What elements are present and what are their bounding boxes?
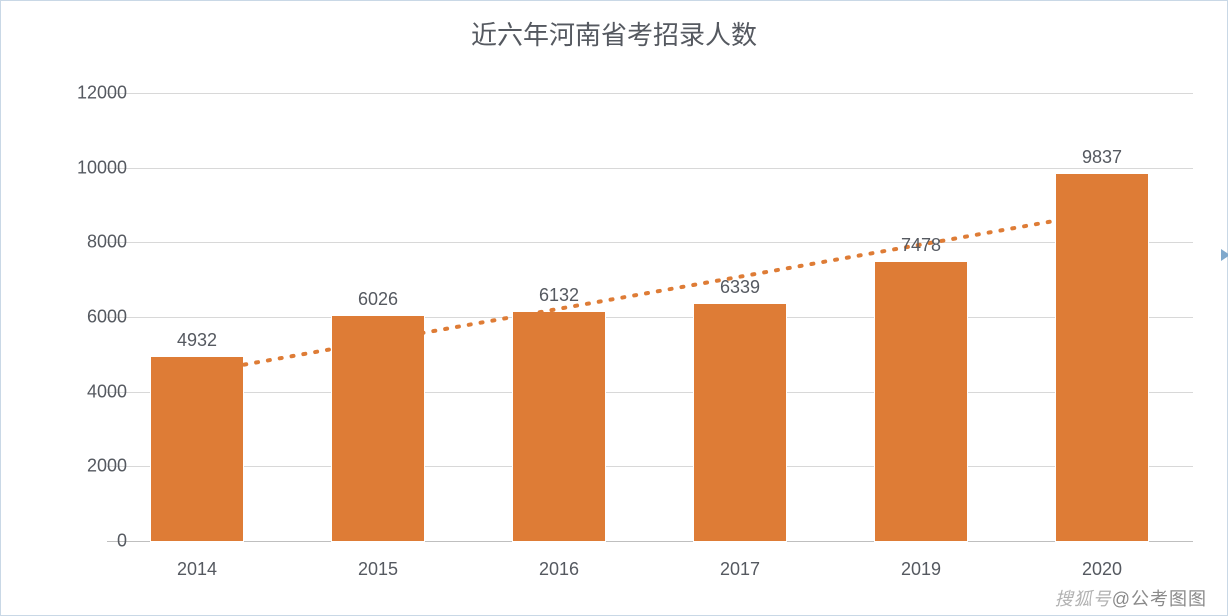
bar [694,304,786,541]
bar [513,312,605,541]
data-label: 7478 [901,235,941,256]
x-axis-tick-label: 2015 [358,559,398,580]
gridline [107,541,1193,542]
x-axis-tick-label: 2019 [901,559,941,580]
data-label: 4932 [177,330,217,351]
chart-frame: 近六年河南省考招录人数 搜狐号@公考图图 0 2000 4000 6000 8000 10… [0,0,1228,616]
gridline [107,93,1193,94]
gridline [107,392,1193,393]
bar [1056,174,1148,541]
gridline [107,466,1193,467]
y-axis-tick-label: 12000 [77,83,127,104]
data-label: 6339 [720,277,760,298]
plot-area [107,93,1193,541]
y-axis-tick-label: 10000 [77,157,127,178]
watermark-name: 公考图图 [1131,589,1207,609]
x-axis-tick-label: 2014 [177,559,217,580]
y-axis-tick-label: 8000 [87,232,127,253]
bar [875,262,967,541]
bar [332,316,424,541]
data-label: 6026 [358,289,398,310]
data-label: 9837 [1082,147,1122,168]
chart-title: 近六年河南省考招录人数 [1,15,1227,52]
watermark: 搜狐号@公考图图 [1055,585,1207,611]
y-axis-tick-label: 6000 [87,307,127,328]
watermark-prefix: 搜狐号 [1055,589,1112,609]
x-axis-tick-label: 2016 [539,559,579,580]
gridline [107,317,1193,318]
data-label: 6132 [539,285,579,306]
watermark-sep: @ [1112,589,1131,609]
bar [151,357,243,541]
x-axis-tick-label: 2020 [1082,559,1122,580]
y-axis-tick-label: 2000 [87,456,127,477]
y-axis-tick-label: 0 [117,531,127,552]
right-edge-caret [1221,249,1228,261]
gridline [107,242,1193,243]
gridline [107,168,1193,169]
x-axis-tick-label: 2017 [720,559,760,580]
y-axis-tick-label: 4000 [87,381,127,402]
